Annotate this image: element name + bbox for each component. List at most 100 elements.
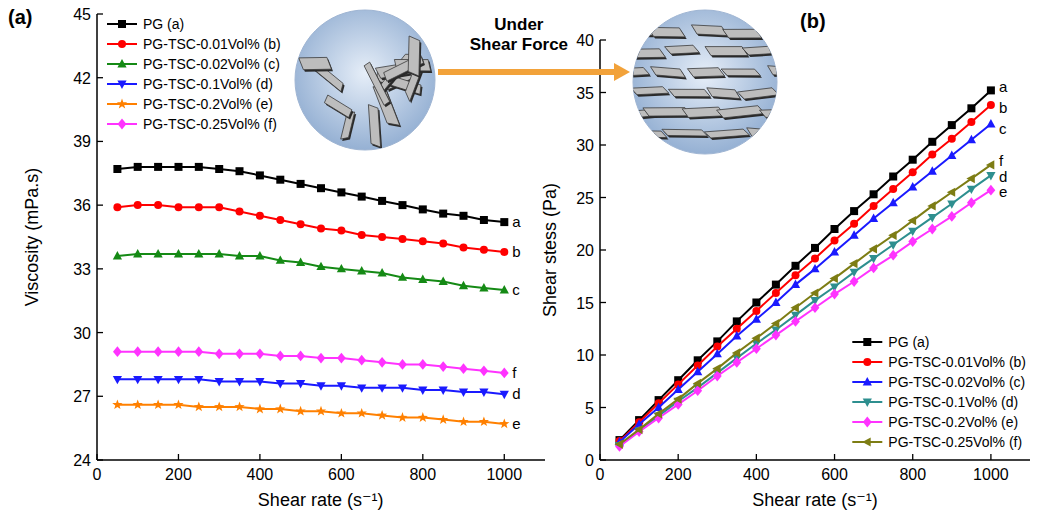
platelet [707, 88, 741, 99]
marker [215, 203, 223, 211]
marker [276, 176, 284, 184]
y-tick [600, 459, 606, 460]
marker [909, 156, 917, 164]
y-tick [600, 407, 606, 408]
marker [928, 150, 936, 158]
x-tick-label: 200 [165, 466, 192, 483]
marker [194, 249, 203, 257]
legend-label: PG-TSC-0.2Vol% (e) [888, 414, 1018, 430]
marker [674, 385, 683, 393]
marker [791, 280, 800, 288]
marker [850, 230, 859, 238]
platelet [368, 105, 380, 148]
series-end-label: f [512, 364, 517, 381]
marker [378, 197, 386, 205]
legend-marker [117, 59, 126, 67]
series-line [117, 379, 504, 394]
marker [772, 289, 780, 297]
y-tick [97, 204, 103, 205]
marker [296, 351, 305, 362]
marker [418, 387, 427, 395]
marker [134, 201, 142, 209]
y-tick [600, 197, 606, 198]
x-tick-label: 600 [821, 466, 848, 483]
marker [831, 225, 839, 233]
marker [850, 220, 858, 228]
marker [479, 416, 489, 426]
series-end-label: d [512, 385, 520, 402]
marker [849, 259, 857, 268]
marker [214, 402, 224, 412]
marker [194, 402, 204, 412]
marker [458, 416, 468, 426]
x-tick [259, 454, 260, 460]
x-tick-label: 1000 [486, 466, 522, 483]
platelets [607, 25, 808, 141]
marker [215, 378, 224, 386]
marker [175, 203, 183, 211]
platelet [631, 87, 669, 95]
legend: PG (a)PG-TSC-0.01Vol% (b)PG-TSC-0.02Vol%… [107, 16, 281, 132]
y-tick-label: 15 [576, 295, 594, 312]
x-tick [178, 454, 179, 460]
marker [791, 316, 800, 327]
platelet [627, 49, 666, 58]
marker [297, 180, 305, 188]
marker [255, 404, 265, 414]
marker [927, 201, 935, 210]
marker [751, 334, 759, 343]
marker [792, 271, 800, 279]
marker [378, 357, 387, 368]
marker [889, 250, 898, 261]
x-tick [756, 454, 757, 460]
x-tick [504, 454, 505, 460]
y-tick [600, 144, 606, 145]
platelet [691, 25, 727, 36]
series-line [117, 254, 504, 290]
marker [195, 203, 203, 211]
platelet [324, 95, 352, 118]
legend-label: PG-TSC-0.1Vol% (d) [143, 76, 273, 92]
series-end-label: e [999, 183, 1007, 200]
marker [480, 246, 488, 254]
panel: 020040060080010002427303336394245Shear r… [8, 6, 545, 510]
series-end-label: f [999, 152, 1004, 169]
marker [811, 244, 819, 252]
marker [830, 289, 839, 300]
platelet-shadow [609, 29, 655, 37]
series-line [620, 105, 991, 441]
legend-label: PG-TSC-0.25Vol% (f) [143, 116, 277, 132]
marker [439, 277, 448, 285]
platelet [721, 69, 760, 76]
legend-marker [863, 358, 871, 366]
legend-marker [118, 119, 127, 130]
marker [889, 241, 898, 249]
marker [337, 353, 346, 364]
marker [235, 251, 244, 259]
y-axis-title: Shear stess (Pa) [540, 183, 560, 317]
y-axis [96, 14, 98, 460]
y-tick-label: 36 [73, 197, 91, 214]
marker [113, 376, 122, 384]
y-tick-label: 25 [576, 190, 594, 207]
marker [378, 384, 387, 392]
marker [419, 237, 427, 245]
marker [480, 216, 488, 224]
marker [500, 218, 508, 226]
legend-label: PG-TSC-0.01Vol% (b) [888, 354, 1026, 370]
marker [113, 165, 121, 173]
y-tick-label: 42 [73, 70, 91, 87]
marker [830, 247, 839, 255]
arrow-label: UnderShear Force [470, 15, 568, 54]
marker [948, 121, 956, 129]
figure: 020040060080010002427303336394245Shear r… [0, 0, 1057, 521]
marker [713, 349, 722, 357]
x-axis [600, 459, 1030, 461]
marker [733, 317, 741, 325]
legend-label: PG-TSC-0.25Vol% (f) [888, 434, 1022, 450]
marker [772, 330, 781, 341]
platelet [742, 46, 786, 56]
marker [398, 272, 407, 280]
marker [255, 378, 264, 386]
marker [133, 399, 143, 409]
